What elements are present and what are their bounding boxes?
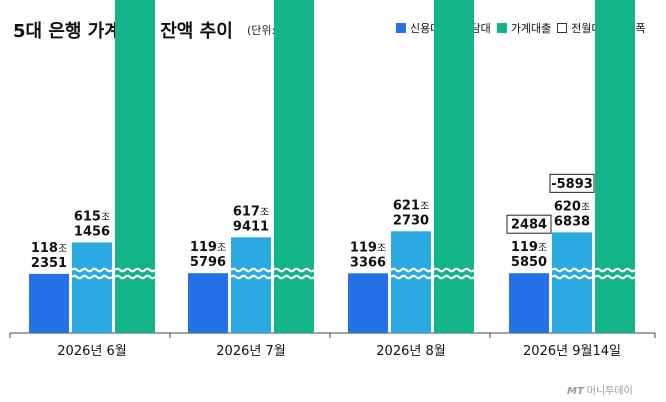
change-box-value: 2484 bbox=[511, 218, 547, 233]
data-label-unit: 조 bbox=[377, 243, 386, 254]
data-label-1-2: 621조 bbox=[393, 198, 429, 213]
axis-break-wave bbox=[114, 274, 156, 280]
axis-break-wave bbox=[273, 274, 315, 280]
data-label-unit: 조 bbox=[217, 243, 226, 254]
axis-break-wave bbox=[390, 267, 432, 273]
bar-2-3 bbox=[595, 0, 635, 333]
bar-1-1 bbox=[231, 237, 271, 333]
data-label-trillion: 617 bbox=[233, 204, 260, 219]
legend-swatch-credit bbox=[396, 23, 406, 33]
bar-0-0 bbox=[29, 273, 69, 333]
data-label-trillion: 615 bbox=[74, 209, 101, 224]
x-tick-label: 2026년 8월 bbox=[376, 344, 445, 359]
watermark-brand: 머니투데이 bbox=[586, 386, 633, 397]
legend-item-household: 가계대출 bbox=[496, 20, 552, 36]
watermark: MT 머니투데이 bbox=[567, 382, 633, 397]
data-label-trillion: 621 bbox=[393, 198, 420, 213]
axis-break-wave bbox=[114, 267, 156, 273]
data-label-1-0-remainder: 1456 bbox=[74, 224, 110, 239]
data-label-1-2-remainder: 2730 bbox=[393, 213, 429, 228]
data-label-1-3: 620조 bbox=[554, 199, 590, 214]
legend-swatch-change bbox=[557, 23, 568, 33]
data-label-0-0: 118조 bbox=[31, 241, 67, 256]
data-label-1-0: 615조 bbox=[74, 209, 110, 224]
data-label-1-1-remainder: 9411 bbox=[233, 219, 269, 234]
axis-break-wave bbox=[433, 267, 475, 273]
data-label-0-1-remainder: 5796 bbox=[190, 255, 226, 270]
data-label-unit: 조 bbox=[538, 243, 547, 254]
bar-0-2 bbox=[348, 273, 388, 333]
axis-break-wave bbox=[230, 274, 272, 280]
bar-0-3 bbox=[509, 273, 549, 333]
x-tick-label: 2026년 6월 bbox=[57, 344, 126, 359]
data-label-0-1: 119조 bbox=[190, 240, 226, 255]
bar-1-3 bbox=[552, 232, 592, 333]
data-label-unit: 조 bbox=[260, 207, 269, 218]
change-box bbox=[506, 214, 552, 234]
data-label-0-3-remainder: 5850 bbox=[511, 255, 547, 270]
legend-label-credit: 신용대 bbox=[410, 22, 441, 35]
data-label-unit: 조 bbox=[58, 244, 67, 255]
bar-2-1 bbox=[274, 0, 314, 334]
data-label-unit: 조 bbox=[101, 212, 110, 223]
bar-1-0 bbox=[72, 242, 112, 333]
x-tick-label: 2026년 9월14일 bbox=[523, 344, 621, 359]
bar-2-2 bbox=[434, 0, 474, 333]
data-label-trillion: 119 bbox=[511, 240, 538, 255]
watermark-logo: MT bbox=[567, 386, 584, 397]
axis-break-wave bbox=[594, 267, 636, 273]
bar-0-1 bbox=[188, 273, 228, 333]
bar-1-2 bbox=[391, 231, 431, 333]
data-label-0-0-remainder: 2351 bbox=[31, 256, 67, 271]
data-label-unit: 조 bbox=[420, 201, 429, 212]
change-box-value: -5893 bbox=[551, 177, 593, 192]
bar-2-0 bbox=[115, 0, 155, 333]
data-label-trillion: 119 bbox=[350, 240, 377, 255]
data-label-0-2-remainder: 3366 bbox=[350, 255, 386, 270]
data-label-0-3: 119조 bbox=[511, 240, 547, 255]
data-label-trillion: 119 bbox=[190, 240, 217, 255]
axis-break-wave bbox=[551, 274, 593, 280]
axis-break-wave bbox=[273, 267, 315, 273]
data-label-1-1: 617조 bbox=[233, 204, 269, 219]
axis-break-wave bbox=[594, 274, 636, 280]
axis-break-wave bbox=[433, 274, 475, 280]
data-label-0-2: 119조 bbox=[350, 240, 386, 255]
x-tick-label: 2026년 7월 bbox=[216, 344, 285, 359]
axis-break-wave bbox=[71, 267, 113, 273]
data-label-1-3-remainder: 6838 bbox=[554, 214, 590, 229]
data-label-trillion: 620 bbox=[554, 199, 581, 214]
legend-label-household: 가계대출 bbox=[510, 22, 552, 35]
axis-break-wave bbox=[390, 274, 432, 280]
axis-break-wave bbox=[551, 267, 593, 273]
axis-break-wave bbox=[230, 267, 272, 273]
change-box bbox=[549, 173, 595, 193]
axis-break-wave bbox=[71, 274, 113, 280]
data-label-unit: 조 bbox=[581, 202, 590, 213]
legend-item-credit: 신용대 bbox=[396, 20, 440, 36]
data-label-trillion: 118 bbox=[31, 241, 58, 256]
legend-swatch-household bbox=[496, 23, 507, 33]
